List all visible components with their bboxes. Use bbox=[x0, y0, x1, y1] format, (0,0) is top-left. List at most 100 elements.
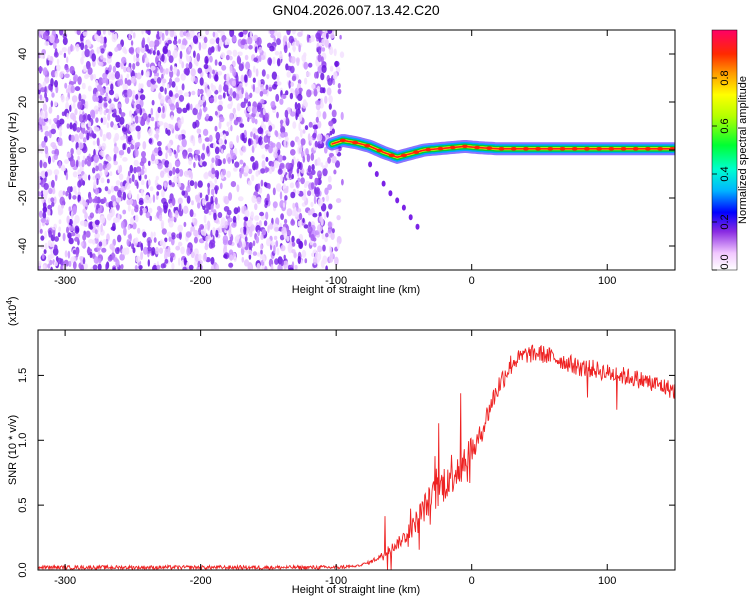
noise-blob bbox=[237, 85, 243, 90]
noise-blob bbox=[307, 226, 313, 234]
noise-blob bbox=[125, 247, 130, 255]
noise-blob bbox=[223, 84, 229, 92]
noise-blob bbox=[127, 66, 131, 72]
noise-blob bbox=[71, 95, 78, 103]
noise-blob bbox=[149, 186, 154, 192]
noise-blob bbox=[138, 116, 141, 124]
noise-blob bbox=[313, 242, 317, 248]
noise-blob bbox=[226, 73, 230, 82]
noise-blob bbox=[182, 107, 188, 114]
noise-blob bbox=[236, 135, 240, 143]
noise-blob bbox=[215, 37, 220, 44]
noise-blob bbox=[255, 170, 259, 177]
noise-blob bbox=[117, 213, 120, 223]
noise-blob bbox=[265, 84, 269, 90]
noise-blob bbox=[283, 139, 287, 147]
noise-blob bbox=[134, 142, 139, 148]
noise-blob bbox=[196, 52, 201, 62]
noise-blob bbox=[92, 239, 96, 245]
noise-blob bbox=[140, 45, 146, 53]
noise-blob bbox=[252, 127, 257, 135]
noise-blob bbox=[156, 184, 162, 191]
noise-blob bbox=[80, 56, 84, 65]
noise-blob bbox=[140, 188, 144, 197]
noise-blob bbox=[115, 203, 120, 210]
spectrogram-ytick-label: 40 bbox=[17, 48, 29, 60]
noise-blob bbox=[276, 75, 280, 83]
noise-blob bbox=[176, 107, 183, 114]
noise-blob bbox=[206, 145, 210, 154]
noise-blob bbox=[174, 160, 181, 167]
noise-blob bbox=[77, 169, 81, 175]
noise-blob bbox=[330, 232, 335, 240]
noise-blob bbox=[284, 136, 289, 142]
noise-blob bbox=[300, 138, 306, 146]
noise-blob bbox=[95, 109, 99, 115]
noise-blob bbox=[175, 85, 178, 93]
noise-blob bbox=[279, 164, 285, 170]
noise-blob bbox=[314, 177, 319, 185]
noise-blob bbox=[311, 83, 316, 89]
noise-blob bbox=[280, 174, 284, 183]
noise-blob bbox=[117, 234, 122, 243]
noise-blob bbox=[190, 68, 196, 77]
noise-blob bbox=[69, 104, 72, 112]
noise-blob bbox=[96, 84, 102, 92]
noise-blob bbox=[193, 50, 196, 58]
noise-blob bbox=[327, 184, 332, 191]
noise-blob bbox=[174, 77, 180, 83]
noise-blob bbox=[108, 51, 113, 57]
noise-blob bbox=[297, 177, 301, 183]
noise-blob bbox=[40, 217, 47, 223]
noise-blob bbox=[225, 131, 229, 137]
noise-blob bbox=[119, 253, 125, 261]
noise-blob bbox=[341, 178, 344, 186]
noise-blob bbox=[298, 240, 304, 250]
noise-blob bbox=[202, 128, 209, 136]
noise-blob bbox=[195, 61, 199, 67]
noise-blob bbox=[217, 104, 223, 112]
noise-blob bbox=[298, 212, 303, 221]
noise-blob bbox=[61, 111, 65, 117]
spectrogram-xtick-label: -100 bbox=[325, 275, 347, 287]
noise-blob bbox=[204, 223, 208, 230]
noise-blob bbox=[212, 69, 215, 75]
noise-blob bbox=[40, 244, 45, 249]
noise-blob bbox=[287, 65, 292, 71]
noise-blob bbox=[283, 232, 287, 240]
noise-blob bbox=[321, 65, 327, 73]
noise-blob bbox=[303, 52, 307, 58]
noise-blob bbox=[154, 147, 159, 154]
noise-blob bbox=[243, 74, 248, 83]
noise-blob bbox=[148, 128, 153, 137]
noise-blob bbox=[89, 251, 93, 259]
noise-blob bbox=[331, 228, 335, 234]
noise-blob bbox=[243, 43, 249, 50]
noise-blob bbox=[214, 125, 218, 132]
noise-blob bbox=[52, 240, 55, 248]
noise-blob bbox=[322, 111, 327, 120]
snr-frame bbox=[37, 329, 676, 571]
noise-blob bbox=[242, 241, 246, 248]
noise-blob bbox=[235, 92, 240, 101]
noise-blob bbox=[311, 169, 316, 176]
noise-blob bbox=[144, 174, 148, 180]
noise-blob bbox=[284, 218, 288, 224]
noise-blob bbox=[165, 68, 169, 75]
noise-blob bbox=[280, 259, 284, 267]
noise-blob bbox=[114, 33, 118, 41]
snr-xtick-label: -100 bbox=[325, 575, 347, 587]
noise-blob bbox=[253, 139, 257, 146]
noise-blob bbox=[192, 138, 196, 147]
noise-blob bbox=[276, 38, 281, 46]
noise-blob bbox=[148, 138, 153, 144]
noise-blob bbox=[120, 186, 127, 191]
noise-blob bbox=[59, 130, 62, 137]
noise-blob bbox=[57, 137, 63, 146]
ridge-peak bbox=[522, 147, 529, 151]
noise-blob bbox=[282, 260, 289, 269]
noise-blob bbox=[82, 257, 86, 265]
noise-blob bbox=[54, 80, 58, 88]
noise-blob bbox=[286, 235, 290, 242]
noise-blob bbox=[160, 220, 165, 228]
